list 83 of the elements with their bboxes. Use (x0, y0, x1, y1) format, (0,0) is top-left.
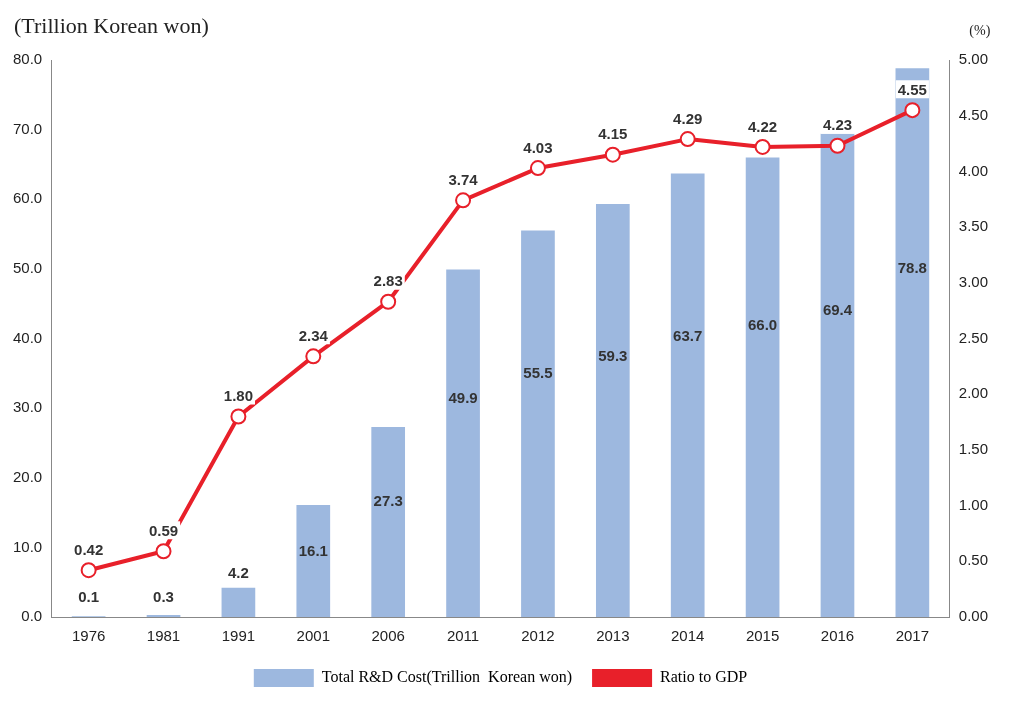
data-label: 1.80 (223, 387, 254, 405)
bar (296, 504, 331, 617)
data-label: 0.59 (148, 521, 179, 539)
y2-tick-label: 1.00 (958, 495, 989, 513)
point (904, 102, 921, 119)
y2-tick-label: 2.50 (958, 328, 989, 346)
bar (895, 68, 930, 617)
bar (670, 173, 705, 617)
y-tick-label: 40.0 (12, 328, 43, 346)
legend-label: Ratio to GDP (660, 668, 748, 686)
data-label: 4.29 (673, 109, 703, 127)
bar (820, 133, 855, 617)
x-tick-label: 1976 (71, 627, 106, 645)
point (604, 146, 621, 163)
y2-tick-label: 3.50 (958, 217, 989, 235)
data-label: 59.3 (598, 346, 628, 364)
data-label: 66.0 (747, 316, 778, 334)
data-label: 4.55 (897, 80, 927, 98)
y2-tick-label: 0.00 (958, 607, 989, 625)
data-label: 78.8 (897, 258, 927, 276)
data-label: 4.15 (598, 125, 628, 143)
y2-tick-label: 4.00 (958, 161, 989, 179)
legend-label: Total R&D Cost(Trillion Korean won) (321, 668, 573, 687)
point (529, 160, 546, 177)
bar (371, 426, 406, 617)
data-label: 4.2 (227, 564, 249, 582)
data-label: 63.7 (673, 326, 703, 344)
data-label: 55.5 (523, 363, 553, 381)
y2-tick-label: 1.50 (958, 440, 989, 458)
y2-axis-title: (%) (969, 22, 991, 39)
y-tick-label: 80.0 (12, 50, 43, 68)
data-label: 3.74 (448, 171, 479, 188)
point (679, 131, 696, 148)
y2-tick-label: 4.50 (958, 105, 989, 123)
data-label: 27.3 (373, 491, 403, 509)
y-tick-label: 70.0 (12, 119, 43, 137)
y-tick-label: 30.0 (12, 398, 43, 416)
bar (521, 230, 555, 617)
data-label: 49.9 (448, 389, 478, 407)
data-label: 2.83 (373, 272, 403, 290)
point (80, 562, 97, 579)
y2-tick-label: 0.50 (958, 551, 989, 569)
x-tick-label: 2013 (596, 627, 630, 645)
y2-tick-label: 3.00 (958, 272, 989, 290)
x-tick-label: 2001 (296, 627, 330, 645)
point (230, 408, 247, 425)
point (155, 543, 172, 560)
x-tick-label: 2017 (895, 627, 930, 645)
point (305, 348, 322, 365)
point (455, 192, 472, 209)
data-label: 69.4 (822, 301, 853, 319)
bar (221, 587, 256, 617)
data-label: 4.23 (822, 116, 853, 134)
y2-tick-label: 5.00 (958, 50, 989, 68)
x-tick-label: 2014 (671, 627, 705, 645)
data-label: 0.1 (78, 587, 100, 605)
y-tick-label: 0.0 (21, 607, 43, 625)
y-tick-label: 10.0 (12, 537, 43, 555)
data-label: 0.3 (153, 587, 174, 605)
bar (146, 614, 181, 617)
y-tick-label: 50.0 (12, 259, 43, 277)
data-label: 4.03 (523, 138, 553, 156)
point (380, 293, 397, 310)
x-tick-label: 1981 (146, 627, 181, 645)
data-label: 2.34 (298, 326, 329, 344)
y-axis-title: (Trillion Korean won) (14, 12, 209, 38)
x-tick-label: 2011 (446, 627, 480, 645)
y-tick-label: 20.0 (12, 467, 43, 485)
x-tick-label: 2012 (521, 627, 555, 645)
data-label: 0.42 (74, 540, 104, 558)
x-tick-label: 1991 (221, 627, 256, 645)
point (829, 137, 846, 154)
y-tick-label: 60.0 (12, 189, 43, 207)
x-tick-label: 2016 (820, 627, 855, 645)
bar (595, 204, 630, 617)
x-tick-label: 2015 (745, 627, 780, 645)
data-label: 16.1 (298, 542, 328, 560)
x-tick-label: 2006 (371, 627, 405, 645)
y2-tick-label: 2.00 (958, 384, 989, 402)
bar (745, 157, 780, 617)
data-label: 4.22 (747, 117, 778, 135)
point (754, 138, 771, 155)
bar (446, 269, 480, 617)
